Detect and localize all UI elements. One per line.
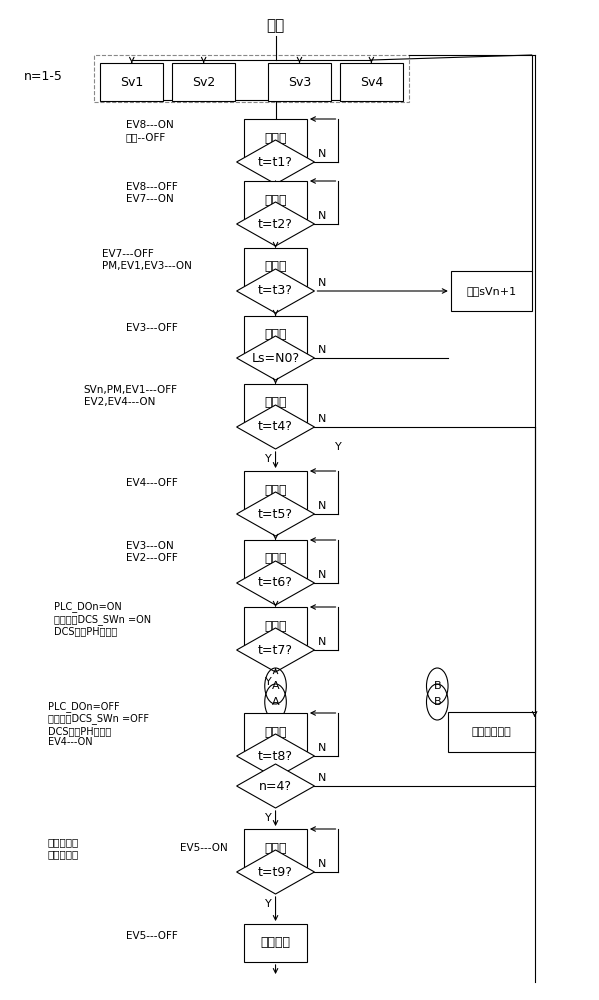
Polygon shape xyxy=(237,492,314,536)
Polygon shape xyxy=(237,336,314,380)
Polygon shape xyxy=(237,850,314,894)
Text: N: N xyxy=(317,414,326,424)
Text: EV5---ON: EV5---ON xyxy=(180,843,228,853)
Text: t=t4?: t=t4? xyxy=(258,420,293,434)
Text: Y: Y xyxy=(265,783,272,793)
Text: Y: Y xyxy=(265,454,272,464)
FancyBboxPatch shape xyxy=(244,248,307,286)
Text: Y: Y xyxy=(265,899,272,909)
Text: Y: Y xyxy=(265,610,272,620)
FancyBboxPatch shape xyxy=(244,471,307,509)
FancyBboxPatch shape xyxy=(244,119,307,157)
Text: N: N xyxy=(317,149,326,159)
Polygon shape xyxy=(237,628,314,672)
Text: PLC_DOn=OFF
模拟开关DCS_SWn =OFF
DCS保持PH测量值
EV4---ON: PLC_DOn=OFF 模拟开关DCS_SWn =OFF DCS保持PH测量值 … xyxy=(48,701,149,747)
Text: Y: Y xyxy=(265,677,272,687)
Text: t=t9?: t=t9? xyxy=(258,865,293,879)
Text: t=t1?: t=t1? xyxy=(258,155,293,168)
Text: 第八步: 第八步 xyxy=(264,619,287,633)
Text: EV3---OFF: EV3---OFF xyxy=(126,323,177,333)
Text: Y: Y xyxy=(265,385,272,395)
Text: N: N xyxy=(317,743,326,753)
Text: Sv2: Sv2 xyxy=(192,76,215,89)
Text: n=4?: n=4? xyxy=(259,780,292,792)
Text: 打开sVn+1: 打开sVn+1 xyxy=(466,286,516,296)
FancyBboxPatch shape xyxy=(244,181,307,219)
FancyBboxPatch shape xyxy=(101,63,163,101)
Text: EV8---OFF
EV7---ON: EV8---OFF EV7---ON xyxy=(126,182,177,204)
FancyBboxPatch shape xyxy=(173,63,235,101)
Text: t=t2?: t=t2? xyxy=(258,218,293,231)
Text: 第二步: 第二步 xyxy=(264,194,287,207)
Text: A: A xyxy=(272,681,279,691)
Text: Y: Y xyxy=(265,541,272,551)
Text: 第十步: 第十步 xyxy=(264,842,287,854)
Text: 第四步: 第四步 xyxy=(264,328,287,342)
Text: N: N xyxy=(317,501,326,511)
Polygon shape xyxy=(237,405,314,449)
Text: PLC_DOn=ON
模拟开关DCS_SWn =ON
DCS读入PH测量值: PLC_DOn=ON 模拟开关DCS_SWn =ON DCS读入PH测量值 xyxy=(54,601,151,637)
Text: Ls=N0?: Ls=N0? xyxy=(252,352,300,364)
Text: t=t3?: t=t3? xyxy=(258,284,293,298)
FancyBboxPatch shape xyxy=(244,540,307,578)
FancyBboxPatch shape xyxy=(244,713,307,751)
Text: t=t6?: t=t6? xyxy=(258,576,293,589)
Text: 下一测点测量: 下一测点测量 xyxy=(471,727,511,737)
Text: 第三步: 第三步 xyxy=(264,260,287,273)
Text: N: N xyxy=(317,211,326,221)
Text: N: N xyxy=(317,570,326,580)
FancyBboxPatch shape xyxy=(244,384,307,422)
Text: SVn,PM,EV1---OFF
EV2,EV4---ON: SVn,PM,EV1---OFF EV2,EV4---ON xyxy=(84,385,178,407)
FancyBboxPatch shape xyxy=(244,829,307,867)
Text: N: N xyxy=(317,773,326,783)
Text: 周期结束进
入电极清洗: 周期结束进 入电极清洗 xyxy=(48,837,79,859)
Text: EV5---OFF: EV5---OFF xyxy=(126,931,177,941)
Polygon shape xyxy=(237,764,314,808)
Text: 第九步: 第九步 xyxy=(264,726,287,738)
Text: EV7---OFF
PM,EV1,EV3---ON: EV7---OFF PM,EV1,EV3---ON xyxy=(102,249,192,271)
Text: Sv3: Sv3 xyxy=(288,76,311,89)
Text: B: B xyxy=(434,681,441,691)
FancyBboxPatch shape xyxy=(450,271,532,311)
Text: Sv4: Sv4 xyxy=(360,76,383,89)
Text: 准备: 准备 xyxy=(267,18,285,33)
Text: N: N xyxy=(317,859,326,869)
FancyBboxPatch shape xyxy=(447,712,534,752)
FancyBboxPatch shape xyxy=(268,63,331,101)
Text: 第一步: 第一步 xyxy=(264,131,287,144)
Text: B: B xyxy=(434,697,441,707)
Polygon shape xyxy=(237,269,314,313)
Text: 第七步: 第七步 xyxy=(264,552,287,566)
Text: t=t8?: t=t8? xyxy=(258,750,293,762)
FancyBboxPatch shape xyxy=(244,316,307,354)
Text: Y: Y xyxy=(265,813,272,823)
Text: Y: Y xyxy=(335,442,342,452)
Text: 第十一步: 第十一步 xyxy=(261,936,291,950)
Text: A: A xyxy=(272,697,279,707)
Text: EV4---OFF: EV4---OFF xyxy=(126,478,177,488)
Text: n=1-5: n=1-5 xyxy=(24,70,63,84)
FancyBboxPatch shape xyxy=(244,607,307,645)
Text: EV3---ON
EV2---OFF: EV3---ON EV2---OFF xyxy=(126,541,177,563)
Text: Y: Y xyxy=(265,251,272,261)
Polygon shape xyxy=(237,140,314,184)
Text: EV8---ON
其余--OFF: EV8---ON 其余--OFF xyxy=(126,120,174,142)
Text: t=t7?: t=t7? xyxy=(258,644,293,656)
Text: N: N xyxy=(317,345,326,355)
Polygon shape xyxy=(237,561,314,605)
Text: Y: Y xyxy=(265,318,272,328)
Text: Sv1: Sv1 xyxy=(120,76,143,89)
Text: N: N xyxy=(317,637,326,647)
Polygon shape xyxy=(237,734,314,778)
Polygon shape xyxy=(237,202,314,246)
Text: t=t5?: t=t5? xyxy=(258,508,293,520)
Text: N: N xyxy=(317,278,326,288)
Text: 第五步: 第五步 xyxy=(264,396,287,410)
FancyBboxPatch shape xyxy=(244,924,307,962)
Text: Y: Y xyxy=(265,189,272,199)
FancyBboxPatch shape xyxy=(340,63,403,101)
Text: 第六步: 第六步 xyxy=(264,484,287,496)
